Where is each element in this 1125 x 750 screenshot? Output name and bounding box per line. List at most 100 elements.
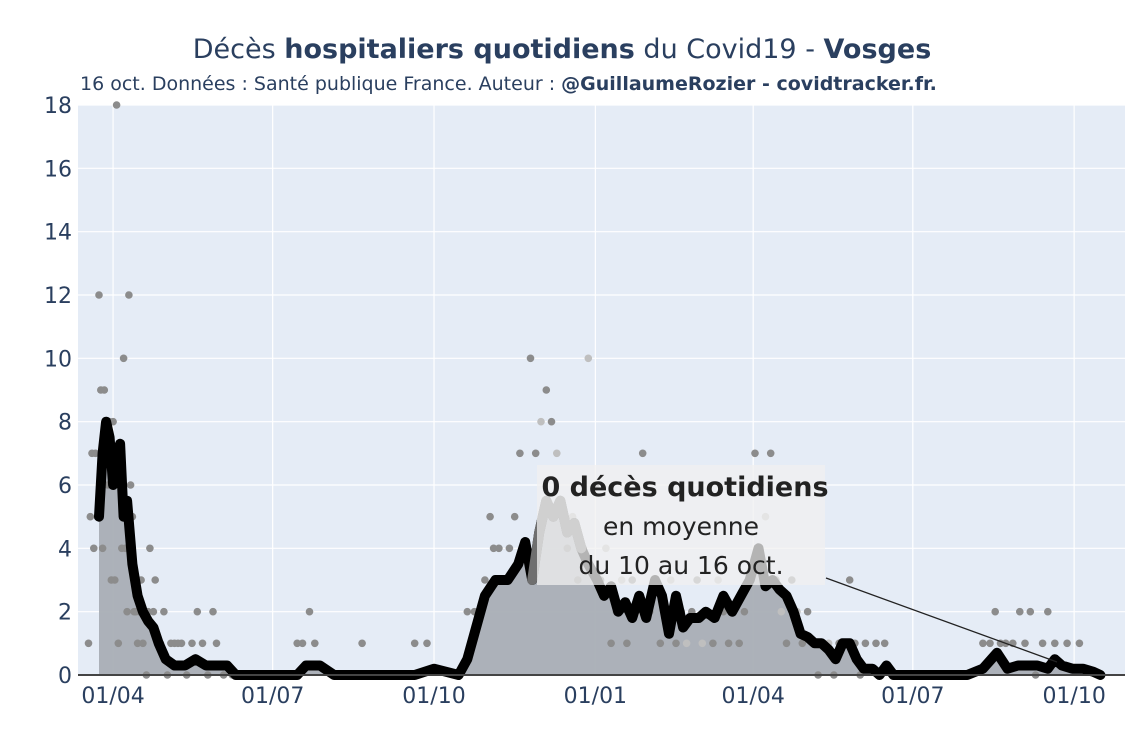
daily-point [979, 639, 987, 648]
daily-point [111, 576, 119, 584]
daily-point [188, 639, 196, 648]
y-tick-labels: 0 2 4 6 8 10 12 14 16 18 [44, 94, 72, 689]
chart-subtitle-part2: @GuillaumeRozier - covidtracker.fr. [561, 73, 937, 95]
daily-point [463, 607, 472, 616]
annotation-box [537, 465, 825, 585]
annotation: 0 décès quotidiens en moyenne du 10 au 1… [537, 465, 1058, 663]
x-tick-label-0: 01/04 [81, 684, 144, 709]
daily-point [151, 576, 159, 584]
daily-point [735, 639, 743, 648]
daily-point [149, 607, 158, 616]
chart-subtitle: 16 oct. Données : Santé publique France.… [80, 73, 937, 95]
daily-point [495, 544, 503, 553]
y-tick-label-9: 18 [44, 94, 72, 119]
annotation-line3: du 10 au 16 oct. [578, 551, 783, 580]
daily-point [95, 291, 103, 299]
chart-title-part1: Décès [193, 34, 285, 65]
daily-point [177, 639, 186, 648]
daily-point [86, 512, 95, 521]
y-tick-label-1: 2 [58, 601, 72, 626]
x-tick-label-5: 01/07 [881, 684, 944, 709]
daily-point [1075, 639, 1084, 648]
daily-point [84, 639, 93, 648]
daily-point [1044, 607, 1052, 616]
y-tick-label-0: 0 [58, 664, 72, 689]
daily-point [672, 639, 680, 648]
y-tick-label-3: 6 [58, 474, 72, 499]
daily-point [298, 639, 307, 648]
daily-point [100, 386, 109, 394]
daily-point [798, 639, 807, 648]
x-tick-label-4: 01/04 [721, 684, 784, 709]
x-tick-labels: 01/04 01/07 01/10 01/01 01/04 01/07 01/10 [81, 684, 1105, 709]
daily-point [872, 639, 880, 648]
daily-point [751, 449, 759, 458]
daily-point [656, 639, 665, 648]
daily-point [119, 354, 128, 363]
daily-point [98, 544, 107, 553]
daily-point [212, 639, 221, 648]
daily-point [542, 386, 551, 394]
daily-point [531, 449, 540, 458]
y-tick-label-7: 14 [44, 221, 72, 246]
daily-point [986, 639, 994, 648]
daily-point [537, 417, 545, 426]
daily-point [623, 639, 631, 648]
x-tick-label-3: 01/01 [564, 684, 627, 709]
daily-point [638, 449, 647, 458]
daily-point [777, 607, 786, 616]
daily-point [126, 481, 135, 489]
average-area [99, 421, 1101, 675]
daily-point [489, 544, 498, 553]
daily-point [358, 639, 366, 648]
daily-point [584, 354, 593, 363]
daily-point [125, 291, 133, 299]
daily-point [410, 639, 419, 648]
daily-point [709, 639, 717, 648]
daily-point [133, 639, 142, 648]
daily-point [861, 639, 870, 648]
daily-point [114, 639, 123, 648]
daily-point [510, 512, 519, 521]
daily-point [1026, 607, 1035, 616]
chart-title-part2: hospitaliers quotidiens [284, 34, 635, 65]
daily-point [123, 607, 131, 616]
daily-point [803, 607, 812, 616]
y-tick-label-2: 4 [58, 537, 72, 562]
annotation-line1: 0 décès quotidiens [541, 472, 828, 503]
daily-point [782, 639, 791, 648]
daily-point [209, 607, 217, 616]
area-layer [99, 421, 1101, 675]
average-line [94, 416, 1106, 680]
daily-point [198, 639, 207, 648]
daily-point [698, 639, 707, 648]
daily-point [1063, 639, 1071, 648]
daily-point [553, 449, 561, 458]
daily-point [423, 639, 431, 648]
daily-point [505, 544, 514, 553]
chart-title-part3: du Covid19 - [635, 34, 824, 65]
daily-point [90, 544, 98, 553]
daily-point [991, 607, 999, 616]
daily-point [845, 576, 854, 584]
daily-point [880, 639, 889, 648]
daily-point [481, 576, 489, 584]
daily-point [486, 512, 494, 521]
daily-point [305, 607, 314, 616]
chart-title: Décès hospitaliers quotidiens du Covid19… [193, 34, 932, 65]
daily-point [682, 639, 691, 648]
daily-point [766, 449, 775, 458]
annotation-line2: en moyenne [603, 512, 759, 541]
daily-point [112, 101, 121, 109]
daily-point [526, 354, 535, 363]
daily-point [516, 449, 524, 458]
daily-point [193, 607, 202, 616]
daily-point [1016, 607, 1024, 616]
x-tick-label-1: 01/07 [241, 684, 304, 709]
daily-point [91, 449, 100, 458]
chart-subtitle-part1: 16 oct. Données : Santé publique France.… [80, 73, 561, 95]
annotation-arrow [825, 577, 1058, 663]
daily-point [1051, 639, 1059, 648]
y-tick-label-8: 16 [44, 157, 72, 182]
